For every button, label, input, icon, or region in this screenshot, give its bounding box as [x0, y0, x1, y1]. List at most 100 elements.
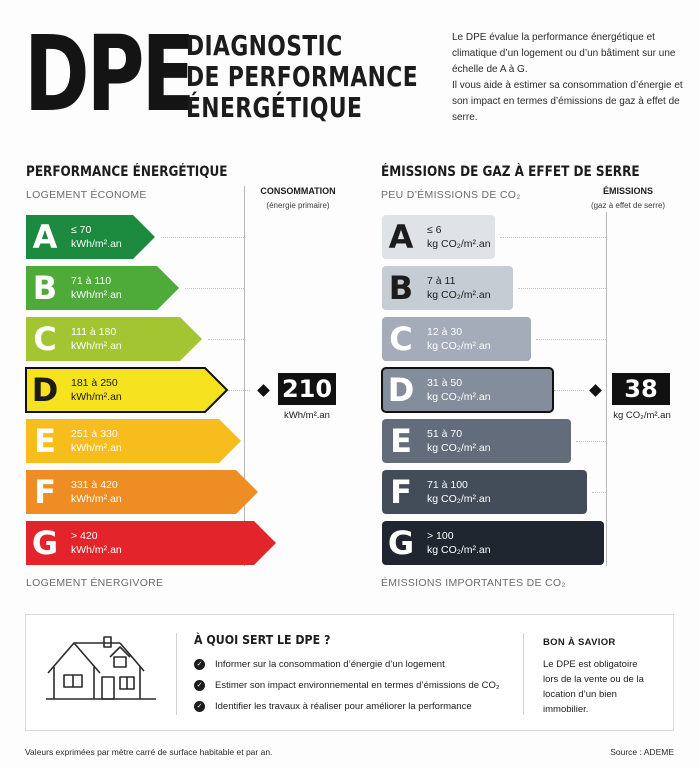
- bar-shape: [26, 521, 276, 565]
- bar-shape: [26, 215, 155, 259]
- class-range-unit: kWh/m².an: [71, 493, 122, 505]
- class-bar-c: C 12 à 30 kg CO₂/m².an: [381, 316, 534, 362]
- class-letter: C: [389, 320, 413, 358]
- class-range: > 100 kg CO₂/m².an: [427, 529, 491, 557]
- class-range-value: ≤ 70: [71, 224, 92, 236]
- ges-pointer-line: [554, 390, 584, 391]
- title-line-2: DE PERFORMANCE: [186, 60, 419, 93]
- class-bar-b: B 7 à 11 kg CO₂/m².an: [381, 265, 516, 311]
- intro-paragraph-2: Il vous aide à estimer sa consommation d…: [452, 80, 683, 123]
- title-line-1: DIAGNOSTIC: [186, 29, 343, 62]
- class-letter: C: [33, 320, 57, 358]
- guide-line: [161, 237, 244, 238]
- ges-top-label: PEU D’ÉMISSIONS DE CO₂: [381, 189, 521, 201]
- bullet-text: Identifier les travaux à réaliser pour a…: [215, 701, 472, 712]
- ges-value-box: 38: [612, 373, 670, 405]
- bar-shape: [26, 419, 241, 463]
- class-range-unit: kg CO₂/m².an: [427, 289, 491, 301]
- class-range: 111 à 180 kWh/m².an: [71, 325, 122, 353]
- class-range-unit: kWh/m².an: [71, 442, 122, 454]
- panel-divider-left: [176, 633, 177, 715]
- class-range-value: 71 à 100: [427, 479, 468, 491]
- footer-note: Valeurs exprimées par mètre carré de sur…: [25, 747, 273, 757]
- ges-column-subheading: (gaz à effet de serre): [590, 201, 666, 210]
- class-range: 7 à 11 kg CO₂/m².an: [427, 274, 491, 302]
- ges-value-unit: kg CO₂/m².an: [613, 410, 671, 421]
- bullet-text: Estimer son impact environnemental en te…: [215, 680, 500, 691]
- house-icon: [46, 636, 156, 700]
- energy-top-label: LOGEMENT ÉCONOME: [26, 189, 147, 201]
- class-bar-c: C 111 à 180 kWh/m².an: [25, 316, 206, 362]
- class-range: 71 à 110 kWh/m².an: [71, 274, 122, 302]
- check-icon: ✓: [194, 659, 205, 670]
- ges-column-divider: [606, 212, 607, 566]
- energy-pointer-line: [228, 390, 250, 391]
- guide-line: [518, 288, 606, 289]
- guide-line: [208, 339, 244, 340]
- class-range-value: > 100: [427, 530, 454, 542]
- class-letter: F: [34, 473, 56, 511]
- class-range-value: 51 à 70: [427, 428, 463, 440]
- class-range-unit: kg CO₂/m².an: [427, 340, 491, 352]
- class-range-unit: kg CO₂/m².an: [427, 238, 491, 250]
- list-item: ✓ Informer sur la consommation d’énergie…: [194, 659, 500, 670]
- energy-column-heading: CONSOMMATION: [260, 186, 336, 196]
- class-bar-f: F 71 à 100 kg CO₂/m².an: [381, 469, 590, 515]
- energy-pointer-diamond: [257, 384, 270, 397]
- class-bar-e: E 51 à 70 kg CO₂/m².an: [381, 418, 574, 464]
- class-bar-d: D 31 à 50 kg CO₂/m².an: [381, 367, 556, 413]
- list-item: ✓ Identifier les travaux à réaliser pour…: [194, 701, 500, 712]
- class-bar-a: A ≤ 6 kg CO₂/m².an: [381, 214, 498, 260]
- class-bar-d: D 181 à 250 kWh/m².an: [25, 367, 231, 413]
- class-range-value: 251 à 330: [71, 428, 118, 440]
- bar-shape: [382, 521, 604, 565]
- class-bar-b: B 71 à 110 kWh/m².an: [25, 265, 183, 311]
- class-letter: A: [32, 218, 58, 256]
- bar-shape: [26, 266, 179, 310]
- class-range-unit: kWh/m².an: [71, 391, 122, 403]
- energy-value-box: 210: [278, 373, 336, 405]
- bar-shape: [382, 317, 531, 361]
- bar-shape: [382, 266, 513, 310]
- guide-line: [576, 441, 606, 442]
- class-range: 331 à 420 kWh/m².an: [71, 478, 122, 506]
- class-letter: G: [387, 524, 415, 562]
- check-icon: ✓: [194, 680, 205, 691]
- class-range: 251 à 330 kWh/m².an: [71, 427, 122, 455]
- bar-shape: [382, 419, 571, 463]
- title-line-3: ÉNERGÉTIQUE: [186, 91, 363, 124]
- bar-shape: [382, 215, 495, 259]
- class-letter: B: [388, 269, 414, 307]
- class-range: 12 à 30 kg CO₂/m².an: [427, 325, 491, 353]
- class-range-unit: kg CO₂/m².an: [427, 493, 491, 505]
- class-range-unit: kWh/m².an: [71, 544, 122, 556]
- class-range-unit: kWh/m².an: [71, 289, 122, 301]
- class-range-unit: kg CO₂/m².an: [427, 544, 491, 556]
- energy-column-divider: [244, 186, 245, 566]
- class-letter: D: [387, 371, 415, 409]
- class-range: 71 à 100 kg CO₂/m².an: [427, 478, 491, 506]
- class-range-value: 181 à 250: [71, 377, 118, 389]
- list-item: ✓ Estimer son impact environnemental en …: [194, 680, 500, 691]
- ges-column-heading: ÉMISSIONS: [602, 186, 653, 196]
- info-text: Le DPE est obligatoire lors de la vente …: [543, 659, 644, 715]
- class-range: 31 à 50 kg CO₂/m².an: [427, 376, 491, 404]
- class-range-value: > 420: [71, 530, 98, 542]
- intro-text: Le DPE évalue la performance énergétique…: [452, 30, 687, 126]
- class-letter: B: [32, 269, 58, 307]
- class-bar-a: A ≤ 70 kWh/m².an: [25, 214, 159, 260]
- dpe-logo-title: DPE: [24, 13, 195, 135]
- energy-value-unit: kWh/m².an: [284, 410, 330, 421]
- class-letter: A: [388, 218, 414, 256]
- ges-section-title: ÉMISSIONS DE GAZ À EFFET DE SERRE: [381, 164, 640, 180]
- class-letter: G: [31, 524, 59, 562]
- intro-paragraph-1: Le DPE évalue la performance énergétique…: [452, 32, 676, 75]
- check-icon: ✓: [194, 701, 205, 712]
- class-bar-f: F 331 à 420 kWh/m².an: [25, 469, 262, 515]
- footer-source: Source : ADEME: [610, 747, 674, 757]
- ges-bottom-label: ÉMISSIONS IMPORTANTES DE CO₂: [381, 577, 566, 589]
- guide-line: [536, 339, 606, 340]
- info-title: BON À SAVIOR: [543, 637, 616, 648]
- class-range-value: 7 à 11: [427, 275, 456, 287]
- page-title: DIAGNOSTIC DE PERFORMANCE ÉNERGÉTIQUE: [186, 30, 418, 123]
